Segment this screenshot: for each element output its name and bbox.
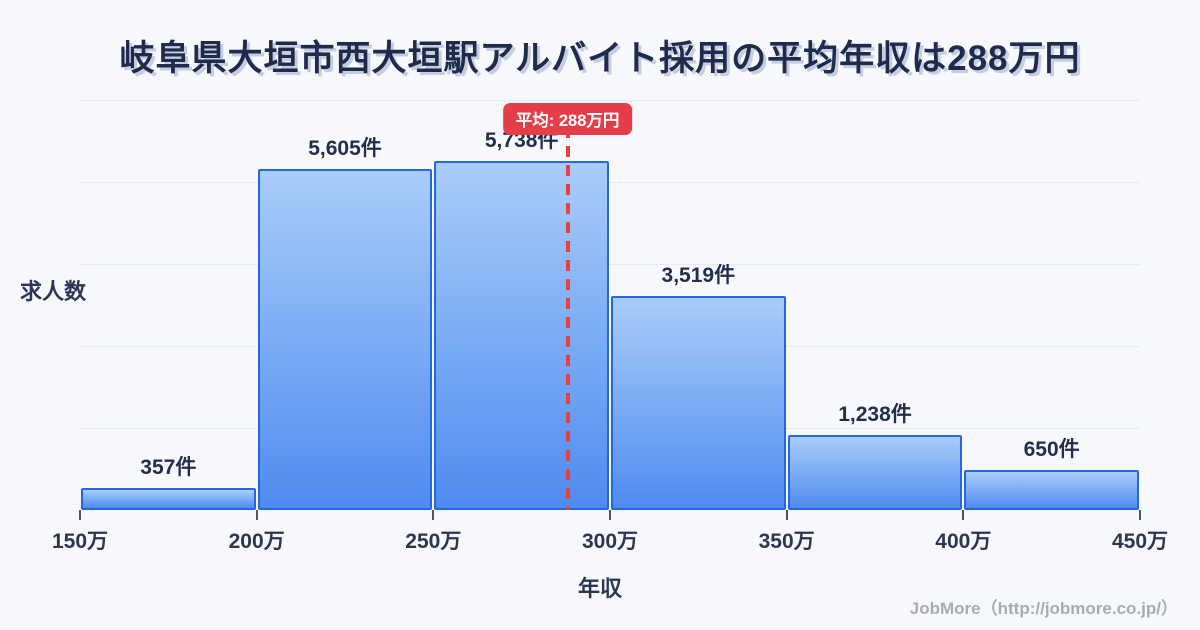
histogram-bar bbox=[81, 488, 256, 510]
histogram-bar bbox=[787, 434, 963, 510]
histogram-bar bbox=[434, 160, 609, 510]
x-tick-mark bbox=[432, 510, 435, 520]
gridline bbox=[80, 182, 1140, 183]
gridline bbox=[80, 346, 1140, 347]
gridline bbox=[80, 264, 1140, 265]
x-tick-mark bbox=[785, 510, 788, 520]
x-tick-mark bbox=[255, 510, 258, 520]
x-tick-label: 450万 bbox=[1111, 530, 1169, 553]
x-tick-label: 350万 bbox=[758, 530, 815, 553]
bar-value-label: 357件 bbox=[140, 456, 197, 480]
x-tick-mark bbox=[79, 510, 81, 520]
histogram-bar bbox=[611, 295, 786, 510]
x-tick-mark bbox=[962, 510, 965, 520]
average-line bbox=[565, 127, 570, 510]
x-axis-label: 年収 bbox=[577, 576, 622, 601]
x-tick-label: 250万 bbox=[405, 530, 462, 553]
y-axis-label: 求人数 bbox=[20, 279, 87, 304]
x-tick-label: 150万 bbox=[51, 530, 109, 553]
x-tick-mark bbox=[1139, 510, 1141, 520]
footer-credit: JobMore（http://jobmore.co.jp/） bbox=[909, 599, 1178, 618]
gridline bbox=[80, 100, 1140, 101]
bar-value-label: 5,605件 bbox=[308, 137, 382, 161]
bar-value-label: 3,519件 bbox=[661, 263, 736, 287]
plot-area: 平均: 288万円 357件 5,605件 5,738件 3,519件 1,238件 65… bbox=[52, 100, 1168, 553]
bar-value-label: 1,238件 bbox=[838, 402, 912, 426]
chart-title: 岐阜県大垣市西大垣駅アルバイト採用の平均年収は288万円 bbox=[119, 39, 1081, 78]
histogram-bar bbox=[257, 169, 433, 510]
bar-value-label: 650件 bbox=[1023, 438, 1080, 462]
x-tick-mark bbox=[609, 510, 611, 520]
x-tick-label: 200万 bbox=[228, 530, 285, 553]
x-tick-label: 300万 bbox=[581, 530, 639, 553]
histogram-bar bbox=[964, 470, 1139, 510]
x-tick-label: 400万 bbox=[935, 530, 992, 553]
gridline bbox=[80, 428, 1140, 429]
average-badge: 平均: 288万円 bbox=[502, 103, 633, 135]
